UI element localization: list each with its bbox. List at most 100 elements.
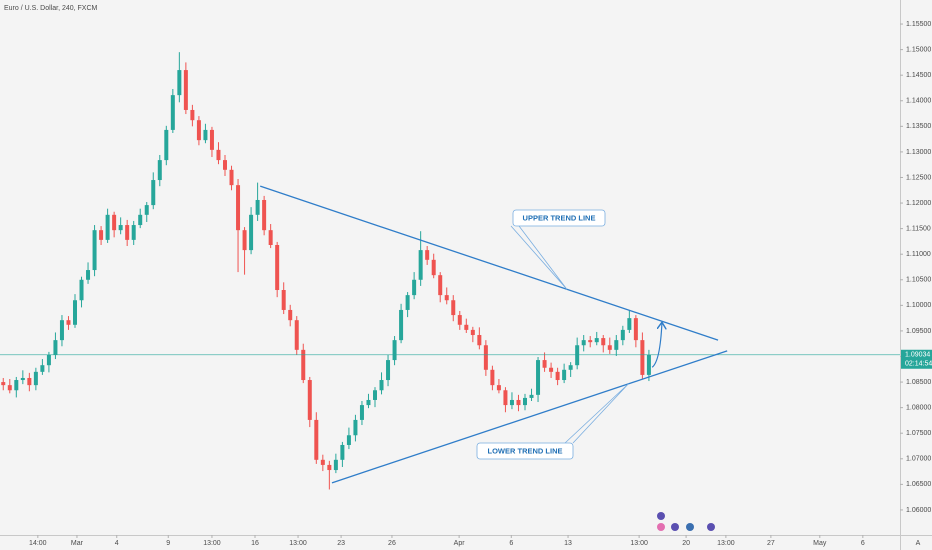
- candle-body: [164, 129, 169, 161]
- x-tick-label: Mar: [71, 540, 84, 547]
- x-tick-label: 13:00: [717, 540, 735, 547]
- candle-body: [588, 340, 593, 343]
- callout-box: [476, 442, 574, 460]
- candle-body: [568, 365, 573, 370]
- candle-body: [405, 295, 410, 310]
- y-tick-label: 1.08000: [906, 404, 931, 411]
- candle-body: [555, 371, 560, 381]
- y-tick-label: 1.10000: [906, 302, 931, 309]
- candle-body: [242, 230, 247, 251]
- candle-body: [314, 419, 319, 460]
- candle-body: [359, 405, 364, 420]
- candle-body: [366, 399, 371, 406]
- candle-body: [523, 397, 527, 406]
- candle-body: [268, 230, 273, 245]
- candle-body: [451, 300, 456, 316]
- candle-body: [255, 199, 260, 215]
- candle-body: [575, 345, 580, 366]
- candle-body: [288, 309, 293, 321]
- candle-body: [118, 225, 123, 231]
- x-tick-label: 27: [767, 540, 775, 547]
- x-tick-label: May: [813, 540, 827, 547]
- candle-body: [392, 340, 397, 361]
- candle-body: [112, 214, 117, 231]
- candle-body: [529, 394, 534, 398]
- x-tick-label: 9: [166, 540, 170, 547]
- candle-body: [438, 275, 443, 296]
- x-tick-label: 13:00: [630, 540, 648, 547]
- candle-body: [177, 70, 182, 96]
- candle-body: [151, 180, 156, 206]
- candle-body: [601, 338, 606, 346]
- candle-body: [20, 377, 25, 381]
- y-tick-label: 1.14000: [906, 98, 931, 105]
- y-tick-label: 1.15000: [906, 46, 931, 53]
- candle-body: [294, 320, 299, 350]
- candle-body: [464, 324, 469, 330]
- callout-text: LOWER TREND LINE: [488, 446, 563, 455]
- candle-body: [425, 250, 430, 260]
- candle-body: [333, 459, 338, 471]
- candle-body: [542, 360, 547, 368]
- candle-body: [183, 70, 188, 110]
- candle-body: [470, 329, 475, 336]
- countdown-label: 02:14:54: [905, 361, 932, 368]
- candle-body: [79, 279, 84, 301]
- candle-body: [301, 349, 306, 381]
- candle-body: [346, 435, 351, 445]
- candle-body: [607, 345, 612, 350]
- candle-body: [320, 459, 325, 465]
- chart-title: Euro / U.S. Dollar, 240, FXCM: [4, 5, 98, 12]
- y-tick-label: 1.13500: [906, 123, 931, 130]
- candle-body: [386, 360, 391, 381]
- candle-body: [275, 244, 280, 291]
- x-tick-label: 23: [337, 540, 345, 547]
- y-tick-label: 1.14500: [906, 72, 931, 79]
- candle-body: [209, 129, 214, 150]
- candle-body: [7, 385, 12, 391]
- candle-body: [412, 279, 417, 296]
- candle-body: [33, 371, 38, 386]
- y-tick-label: 1.12000: [906, 200, 931, 207]
- candle-body: [516, 399, 521, 406]
- candle-body: [144, 205, 149, 215]
- y-tick-label: 1.12500: [906, 174, 931, 181]
- candle-body: [46, 354, 51, 366]
- x-tick-label: 20: [682, 540, 690, 547]
- candle-body: [59, 320, 64, 341]
- candle-body: [327, 464, 332, 471]
- candle-body: [249, 214, 254, 251]
- projection-arrow: [651, 322, 662, 368]
- candle-body: [216, 149, 221, 161]
- candle-body: [92, 230, 97, 271]
- candle-body: [157, 160, 162, 181]
- candle-body: [457, 315, 462, 325]
- y-tick-label: 1.11000: [906, 251, 931, 258]
- candle-body: [379, 380, 384, 391]
- candle-body: [281, 290, 286, 310]
- candle-body: [483, 345, 488, 370]
- candle-body: [170, 95, 175, 130]
- candle-body: [340, 444, 345, 460]
- candle-body: [477, 335, 482, 346]
- y-tick-label: 1.07000: [906, 456, 931, 463]
- candle-body: [262, 199, 267, 231]
- y-tick-label: 1.07500: [906, 430, 931, 437]
- candle-body: [203, 129, 208, 141]
- candle-body: [620, 329, 625, 341]
- candle-body: [418, 250, 423, 280]
- y-tick-label: 1.15500: [906, 21, 931, 28]
- x-tick-label: 26: [388, 540, 396, 547]
- candle-body: [562, 369, 567, 381]
- candle-body: [86, 270, 91, 280]
- y-tick-label: 1.13000: [906, 149, 931, 156]
- y-tick-label: 1.06500: [906, 481, 931, 488]
- auto-scale-button[interactable]: A: [916, 540, 921, 547]
- candle-body: [536, 360, 541, 395]
- y-tick-label: 1.08500: [906, 379, 931, 386]
- candle-body: [99, 230, 104, 240]
- candle-body: [399, 309, 404, 341]
